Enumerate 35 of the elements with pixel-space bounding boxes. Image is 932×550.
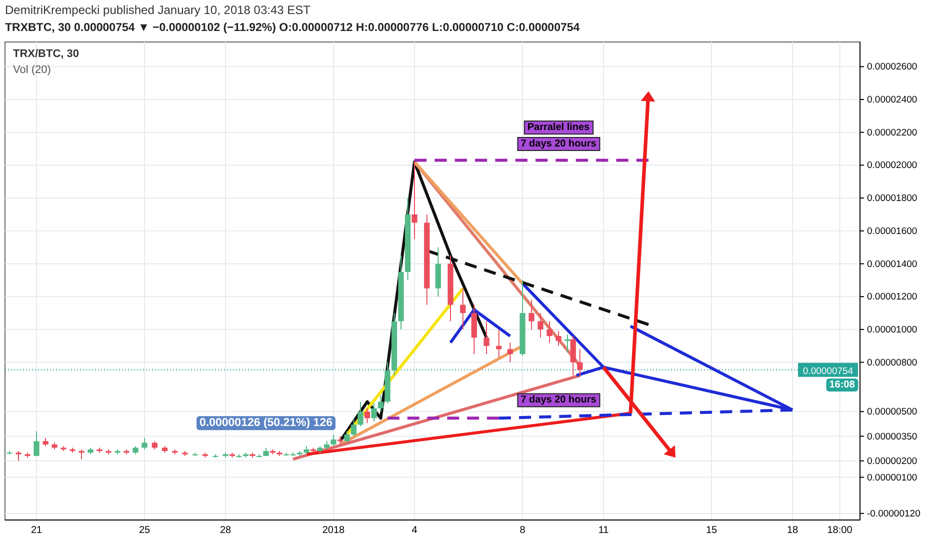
y-tick-label: 0.00002600: [867, 62, 918, 73]
annotation: TRX/BTC, 30: [13, 48, 80, 60]
y-tick-label: 0.00000800: [867, 357, 918, 368]
annotation: 16:08: [829, 380, 856, 391]
chart-title: DemitriKrempecki published January 10, 2018 03:43 EST: [5, 3, 312, 17]
x-tick-label: 15: [706, 525, 718, 536]
annotation: 7 days 20 hours: [520, 394, 597, 406]
y-tick-label: 0.00001200: [867, 292, 918, 303]
annotation: Vol (20): [13, 64, 51, 76]
annotation: 0.00000126 (50.21%) 126: [200, 417, 332, 430]
x-tick-label: 28: [220, 525, 232, 536]
y-tick-label: 0.00001600: [867, 226, 918, 237]
y-tick-label: -0.00000120: [867, 508, 920, 520]
x-tick-label: 8: [520, 525, 526, 536]
y-tick-label: 0.00000200: [867, 456, 918, 467]
x-tick-label: 2018: [322, 525, 346, 536]
y-tick-label: 0.00001000: [867, 324, 918, 336]
y-tick-label: 0.00000500: [867, 406, 918, 418]
y-tick-label: 0.00002200: [867, 127, 918, 138]
y-tick-label: 0.00001400: [867, 258, 918, 270]
annotation: 7 days 20 hours: [520, 138, 597, 150]
annotation: Parralel lines: [527, 122, 590, 134]
chart-subtitle: TRXBTC, 30 0.00000754 ▼ −0.00000102 (−11.92%) O:0.00000712 H:0.00000776 L:0.00000710 C:0.00000754: [5, 22, 580, 34]
x-tick-label: 18: [786, 525, 798, 536]
y-tick-label: 0.00002400: [867, 94, 918, 106]
ref-line-label: 0.00000754: [802, 366, 854, 377]
x-tick-label: 25: [138, 525, 150, 536]
y-tick-label: 0.00001800: [867, 193, 918, 204]
x-tick-label: 4: [412, 525, 418, 536]
x-tick-label: 21: [30, 525, 42, 536]
y-tick-label: 0.00002000: [867, 160, 918, 172]
y-tick-label: 0.00000350: [867, 431, 918, 442]
x-tick-label: 18:00: [827, 525, 853, 536]
y-tick-label: 0.00000100: [867, 472, 918, 484]
x-tick-label: 11: [598, 525, 610, 536]
